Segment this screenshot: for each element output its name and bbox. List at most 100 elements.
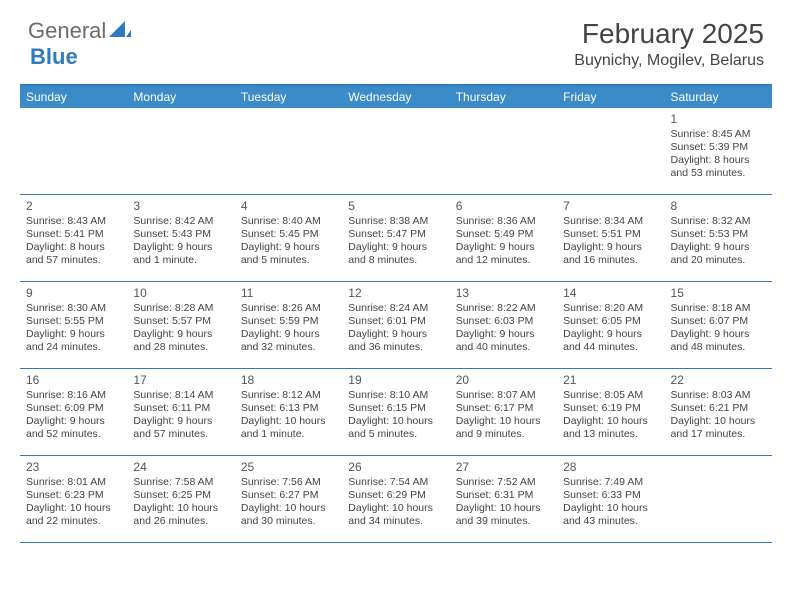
empty-cell bbox=[20, 108, 127, 194]
day-cell: 28Sunrise: 7:49 AMSunset: 6:33 PMDayligh… bbox=[557, 456, 664, 542]
empty-cell bbox=[235, 108, 342, 194]
daylight-text: Daylight: 9 hours and 24 minutes. bbox=[26, 328, 121, 354]
sunset-text: Sunset: 5:49 PM bbox=[456, 228, 551, 241]
daylight-text: Daylight: 9 hours and 12 minutes. bbox=[456, 241, 551, 267]
sunrise-text: Sunrise: 8:20 AM bbox=[563, 302, 658, 315]
sunset-text: Sunset: 5:45 PM bbox=[241, 228, 336, 241]
daylight-text: Daylight: 8 hours and 57 minutes. bbox=[26, 241, 121, 267]
sunrise-text: Sunrise: 7:56 AM bbox=[241, 476, 336, 489]
logo-word2: Blue bbox=[30, 44, 78, 70]
sunrise-text: Sunrise: 7:58 AM bbox=[133, 476, 228, 489]
sunrise-text: Sunrise: 8:30 AM bbox=[26, 302, 121, 315]
sunrise-text: Sunrise: 8:26 AM bbox=[241, 302, 336, 315]
week-row: 1Sunrise: 8:45 AMSunset: 5:39 PMDaylight… bbox=[20, 108, 772, 195]
day-cell: 13Sunrise: 8:22 AMSunset: 6:03 PMDayligh… bbox=[450, 282, 557, 368]
daylight-text: Daylight: 9 hours and 16 minutes. bbox=[563, 241, 658, 267]
daylight-text: Daylight: 9 hours and 5 minutes. bbox=[241, 241, 336, 267]
sunset-text: Sunset: 5:47 PM bbox=[348, 228, 443, 241]
day-number: 14 bbox=[563, 286, 658, 301]
sunrise-text: Sunrise: 7:52 AM bbox=[456, 476, 551, 489]
day-cell: 14Sunrise: 8:20 AMSunset: 6:05 PMDayligh… bbox=[557, 282, 664, 368]
weekday-header: Thursday bbox=[450, 86, 557, 108]
daylight-text: Daylight: 9 hours and 8 minutes. bbox=[348, 241, 443, 267]
daylight-text: Daylight: 9 hours and 44 minutes. bbox=[563, 328, 658, 354]
day-number: 25 bbox=[241, 460, 336, 475]
weekday-header: Sunday bbox=[20, 86, 127, 108]
week-row: 2Sunrise: 8:43 AMSunset: 5:41 PMDaylight… bbox=[20, 195, 772, 282]
day-number: 13 bbox=[456, 286, 551, 301]
day-cell: 11Sunrise: 8:26 AMSunset: 5:59 PMDayligh… bbox=[235, 282, 342, 368]
day-number: 5 bbox=[348, 199, 443, 214]
daylight-text: Daylight: 9 hours and 32 minutes. bbox=[241, 328, 336, 354]
title-block: February 2025 Buynichy, Mogilev, Belarus bbox=[574, 18, 764, 70]
week-row: 9Sunrise: 8:30 AMSunset: 5:55 PMDaylight… bbox=[20, 282, 772, 369]
day-number: 21 bbox=[563, 373, 658, 388]
day-number: 6 bbox=[456, 199, 551, 214]
day-cell: 20Sunrise: 8:07 AMSunset: 6:17 PMDayligh… bbox=[450, 369, 557, 455]
day-cell: 26Sunrise: 7:54 AMSunset: 6:29 PMDayligh… bbox=[342, 456, 449, 542]
daylight-text: Daylight: 9 hours and 36 minutes. bbox=[348, 328, 443, 354]
day-number: 27 bbox=[456, 460, 551, 475]
daylight-text: Daylight: 10 hours and 17 minutes. bbox=[671, 415, 766, 441]
week-row: 23Sunrise: 8:01 AMSunset: 6:23 PMDayligh… bbox=[20, 456, 772, 543]
sunset-text: Sunset: 5:51 PM bbox=[563, 228, 658, 241]
sunset-text: Sunset: 6:25 PM bbox=[133, 489, 228, 502]
empty-cell bbox=[450, 108, 557, 194]
sunset-text: Sunset: 6:05 PM bbox=[563, 315, 658, 328]
day-cell: 25Sunrise: 7:56 AMSunset: 6:27 PMDayligh… bbox=[235, 456, 342, 542]
day-cell: 16Sunrise: 8:16 AMSunset: 6:09 PMDayligh… bbox=[20, 369, 127, 455]
sunrise-text: Sunrise: 8:01 AM bbox=[26, 476, 121, 489]
sunrise-text: Sunrise: 8:14 AM bbox=[133, 389, 228, 402]
sunset-text: Sunset: 6:03 PM bbox=[456, 315, 551, 328]
sunrise-text: Sunrise: 8:34 AM bbox=[563, 215, 658, 228]
location: Buynichy, Mogilev, Belarus bbox=[574, 52, 764, 70]
weekday-header: Friday bbox=[557, 86, 664, 108]
day-cell: 24Sunrise: 7:58 AMSunset: 6:25 PMDayligh… bbox=[127, 456, 234, 542]
daylight-text: Daylight: 10 hours and 26 minutes. bbox=[133, 502, 228, 528]
sunrise-text: Sunrise: 8:32 AM bbox=[671, 215, 766, 228]
day-cell: 21Sunrise: 8:05 AMSunset: 6:19 PMDayligh… bbox=[557, 369, 664, 455]
sunset-text: Sunset: 5:59 PM bbox=[241, 315, 336, 328]
sunset-text: Sunset: 6:27 PM bbox=[241, 489, 336, 502]
daylight-text: Daylight: 10 hours and 34 minutes. bbox=[348, 502, 443, 528]
day-number: 1 bbox=[671, 112, 766, 127]
day-number: 9 bbox=[26, 286, 121, 301]
day-cell: 17Sunrise: 8:14 AMSunset: 6:11 PMDayligh… bbox=[127, 369, 234, 455]
weekday-header: Monday bbox=[127, 86, 234, 108]
day-number: 3 bbox=[133, 199, 228, 214]
day-cell: 15Sunrise: 8:18 AMSunset: 6:07 PMDayligh… bbox=[665, 282, 772, 368]
sunrise-text: Sunrise: 8:05 AM bbox=[563, 389, 658, 402]
daylight-text: Daylight: 9 hours and 1 minute. bbox=[133, 241, 228, 267]
day-number: 18 bbox=[241, 373, 336, 388]
day-cell: 2Sunrise: 8:43 AMSunset: 5:41 PMDaylight… bbox=[20, 195, 127, 281]
day-cell: 23Sunrise: 8:01 AMSunset: 6:23 PMDayligh… bbox=[20, 456, 127, 542]
weekday-header: Saturday bbox=[665, 86, 772, 108]
empty-cell bbox=[665, 456, 772, 542]
day-number: 20 bbox=[456, 373, 551, 388]
weekday-header-row: SundayMondayTuesdayWednesdayThursdayFrid… bbox=[20, 86, 772, 108]
sunset-text: Sunset: 6:19 PM bbox=[563, 402, 658, 415]
sunrise-text: Sunrise: 8:40 AM bbox=[241, 215, 336, 228]
daylight-text: Daylight: 10 hours and 30 minutes. bbox=[241, 502, 336, 528]
daylight-text: Daylight: 10 hours and 39 minutes. bbox=[456, 502, 551, 528]
sunrise-text: Sunrise: 8:16 AM bbox=[26, 389, 121, 402]
day-number: 7 bbox=[563, 199, 658, 214]
daylight-text: Daylight: 10 hours and 22 minutes. bbox=[26, 502, 121, 528]
day-number: 19 bbox=[348, 373, 443, 388]
day-cell: 10Sunrise: 8:28 AMSunset: 5:57 PMDayligh… bbox=[127, 282, 234, 368]
day-number: 24 bbox=[133, 460, 228, 475]
sunrise-text: Sunrise: 8:45 AM bbox=[671, 128, 766, 141]
weekday-header: Tuesday bbox=[235, 86, 342, 108]
sunset-text: Sunset: 6:01 PM bbox=[348, 315, 443, 328]
day-number: 4 bbox=[241, 199, 336, 214]
sunrise-text: Sunrise: 8:42 AM bbox=[133, 215, 228, 228]
daylight-text: Daylight: 10 hours and 13 minutes. bbox=[563, 415, 658, 441]
sunset-text: Sunset: 6:29 PM bbox=[348, 489, 443, 502]
daylight-text: Daylight: 9 hours and 52 minutes. bbox=[26, 415, 121, 441]
page-header: General February 2025 Buynichy, Mogilev,… bbox=[0, 0, 792, 78]
day-number: 10 bbox=[133, 286, 228, 301]
sunset-text: Sunset: 5:41 PM bbox=[26, 228, 121, 241]
sunset-text: Sunset: 6:23 PM bbox=[26, 489, 121, 502]
sunset-text: Sunset: 6:07 PM bbox=[671, 315, 766, 328]
sunset-text: Sunset: 6:13 PM bbox=[241, 402, 336, 415]
